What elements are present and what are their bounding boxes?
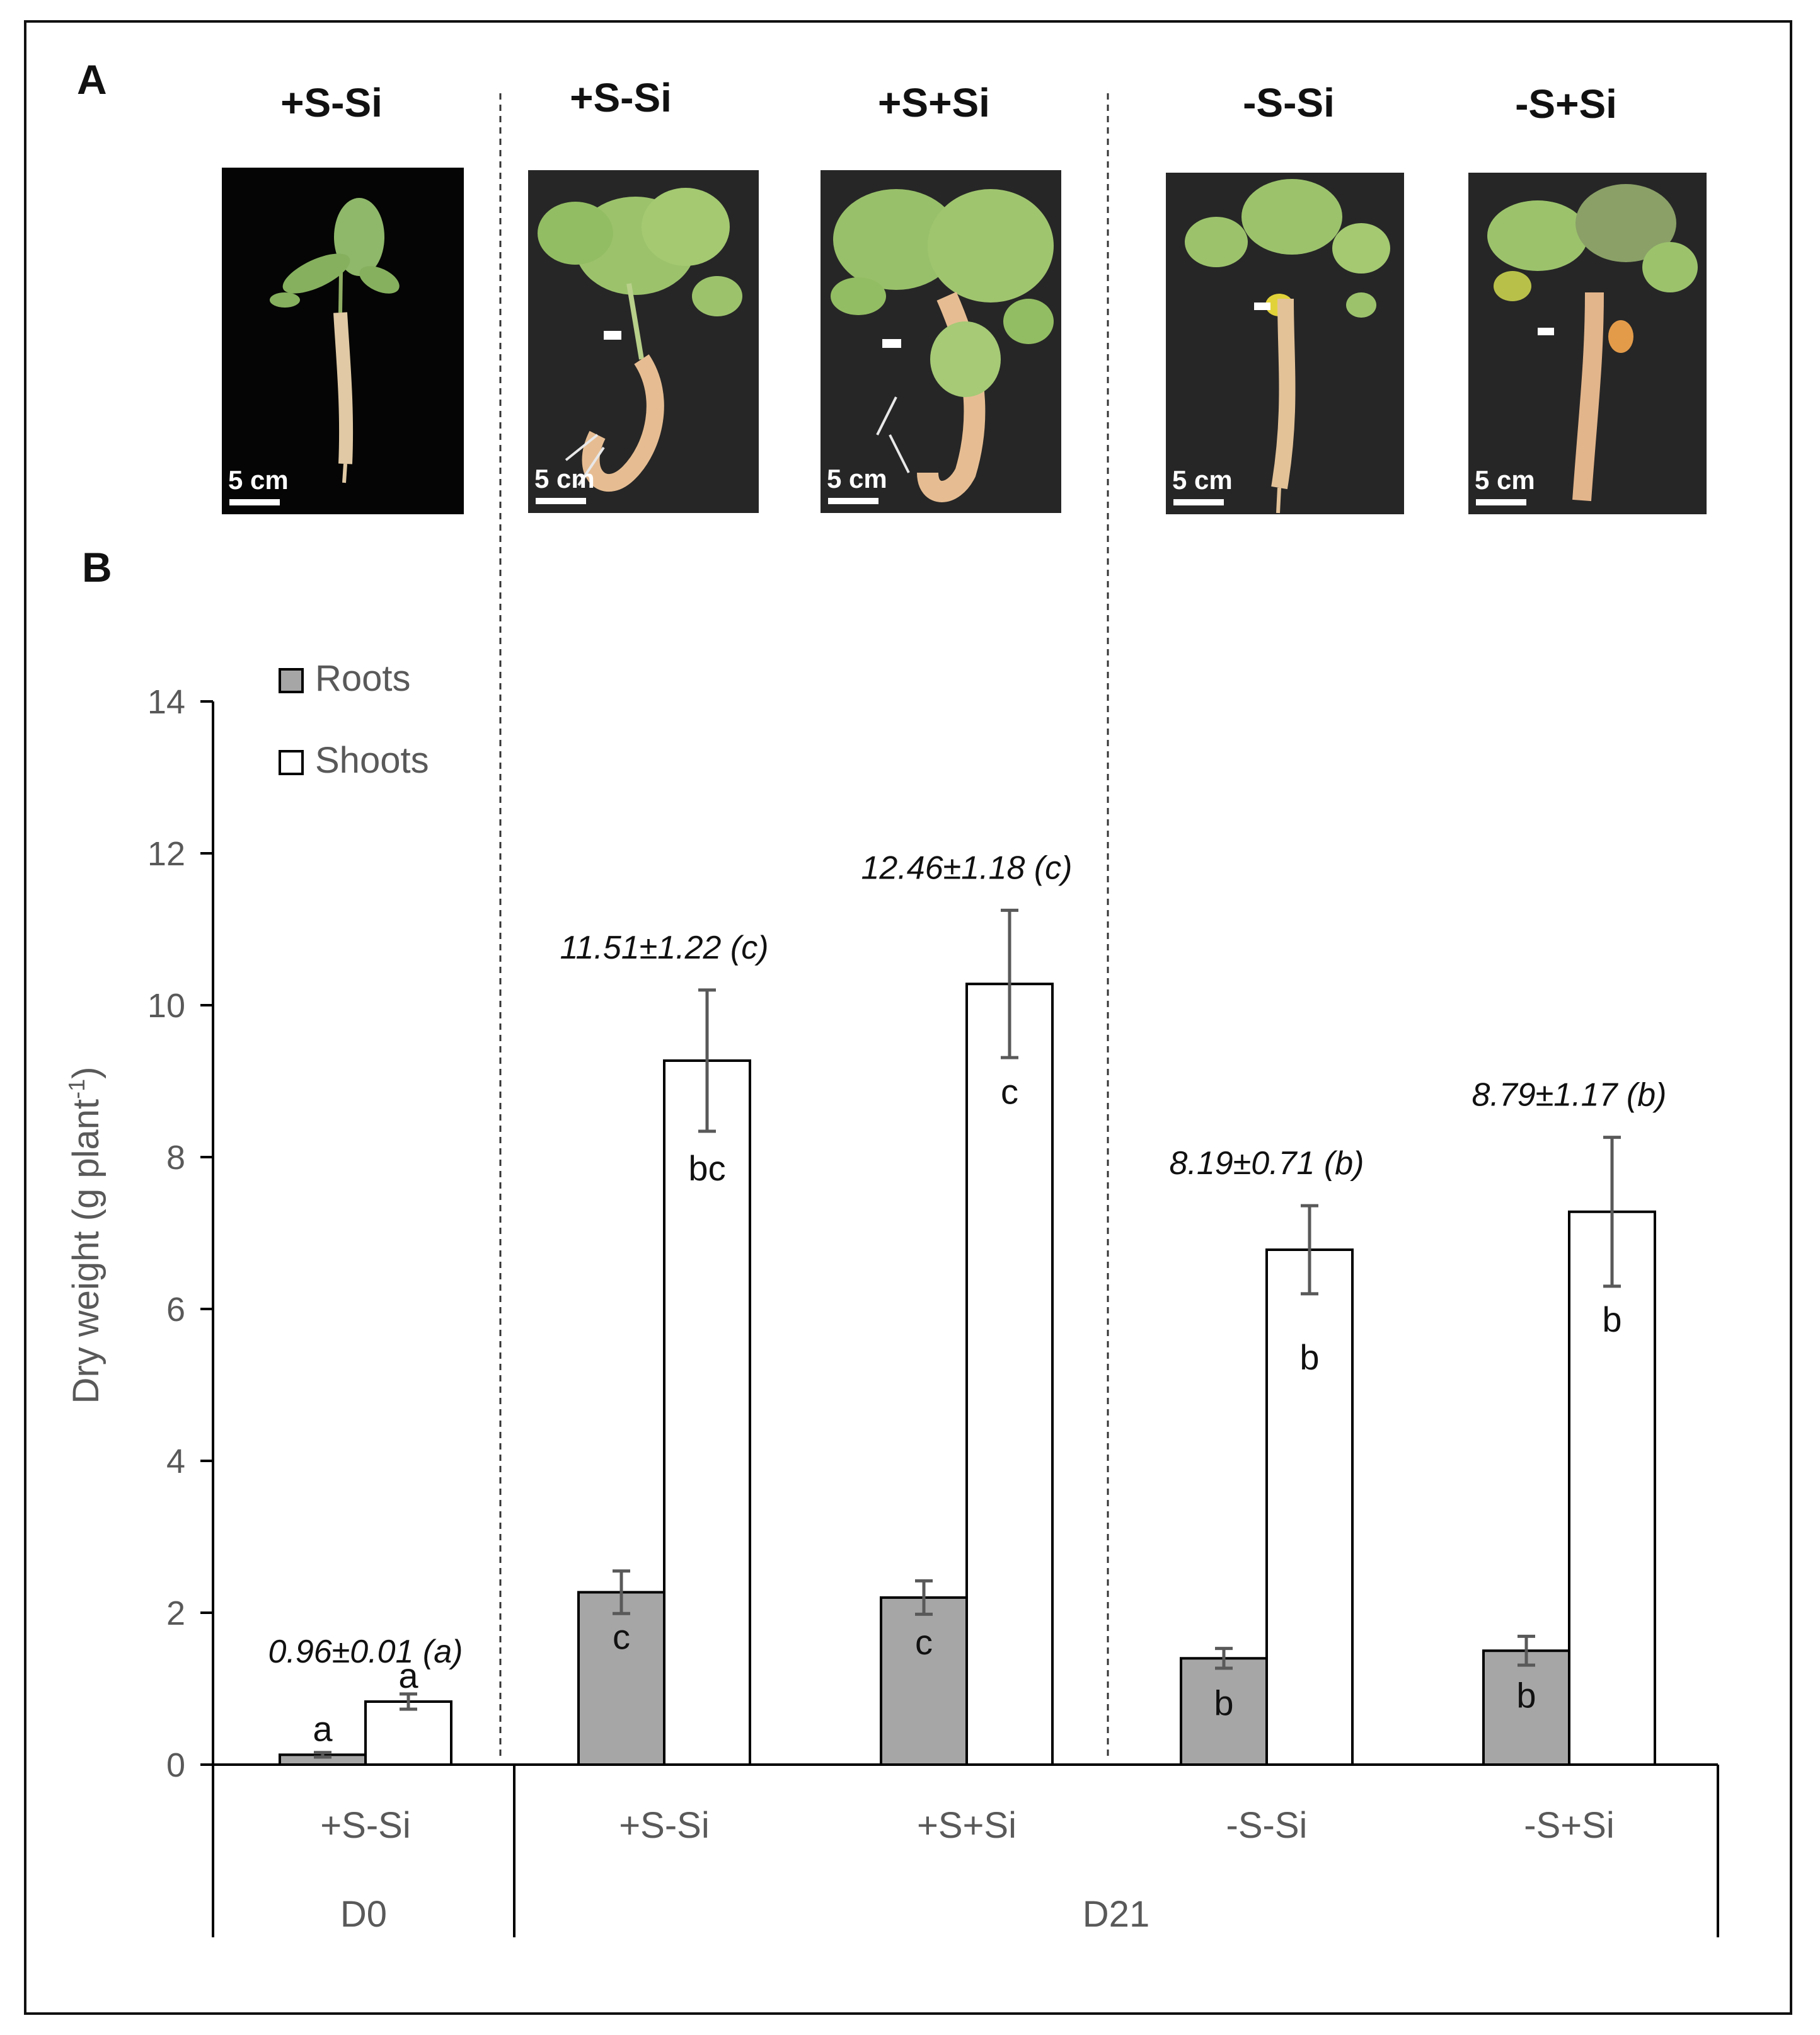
total-weight-annotation: 8.19±0.71 (b): [1170, 1145, 1364, 1182]
scale-bar: [536, 498, 586, 504]
significance-letter: b: [1214, 1683, 1233, 1722]
y-tick-label: 4: [166, 1443, 185, 1480]
roots-bar: [880, 1596, 968, 1766]
photo-label-d0: +S-Si: [280, 80, 383, 125]
y-tick-label: 0: [166, 1746, 185, 1784]
legend-swatch-shoots: [279, 750, 304, 775]
total-weight-annotation: 0.96±0.01 (a): [268, 1634, 463, 1670]
significance-letter: c: [915, 1622, 933, 1662]
shoots-bar: [364, 1700, 452, 1767]
significance-letter: a: [313, 1709, 333, 1748]
significance-letter: a: [398, 1656, 418, 1695]
photo-label-minus-s-plus-si: -S+Si: [1515, 81, 1617, 127]
scale-label: 5 cm: [1475, 465, 1535, 495]
scale-bar: [229, 499, 280, 505]
plant-photo-d0: 5 cm: [222, 168, 464, 514]
significance-letter: bc: [688, 1148, 725, 1188]
photo-label-splus-si: +S+Si: [878, 80, 990, 125]
scale-label: 5 cm: [827, 464, 887, 493]
significance-letter: c: [1001, 1071, 1018, 1111]
x-category-label: +S-Si: [320, 1805, 410, 1846]
photo-label-sminus-si: +S-Si: [570, 75, 672, 120]
figure-frame: [24, 20, 1792, 2015]
scale-label: 5 cm: [1172, 465, 1233, 495]
shoots-bar: [1568, 1210, 1656, 1766]
scale-bar: [1476, 499, 1526, 505]
x-category-label: +S-Si: [619, 1805, 709, 1846]
scale-label: 5 cm: [228, 465, 289, 495]
x-category-label: +S+Si: [917, 1805, 1017, 1846]
shoots-bar: [663, 1059, 751, 1766]
scale-label: 5 cm: [534, 464, 595, 493]
total-weight-annotation: 11.51±1.22 (c): [560, 930, 768, 966]
legend-swatch-roots: [279, 668, 304, 693]
legend-label-shoots: Shoots: [315, 740, 429, 781]
x-category-label: -S-Si: [1226, 1805, 1308, 1846]
significance-letter: b: [1602, 1300, 1621, 1339]
y-tick-label: 10: [147, 987, 185, 1025]
total-weight-annotation: 12.46±1.18 (c): [861, 850, 1073, 886]
panel-b-letter: B: [82, 544, 112, 591]
y-tick-label: 2: [166, 1594, 185, 1632]
plant-photo-sminus-siminus: 5 cm: [1166, 173, 1404, 514]
y-tick-label: 6: [166, 1291, 185, 1329]
photo-label-minus-s-minus-si: -S-Si: [1243, 80, 1335, 125]
shoots-bar: [1265, 1248, 1354, 1766]
scale-bar: [1173, 499, 1224, 505]
legend-label-roots: Roots: [315, 658, 411, 699]
scale-bar: [828, 498, 878, 504]
y-tick-label: 14: [147, 683, 185, 721]
panel-a-letter: A: [77, 56, 107, 103]
plant-photo-sminus-siplus: 5 cm: [1468, 173, 1707, 514]
x-group-label: D21: [1083, 1894, 1149, 1935]
x-group-label: D0: [340, 1894, 387, 1935]
total-weight-annotation: 8.79±1.17 (b): [1472, 1077, 1667, 1114]
significance-letter: b: [1299, 1337, 1319, 1377]
y-tick-label: 8: [166, 1139, 185, 1177]
y-tick-label: 12: [147, 835, 185, 873]
x-category-label: -S+Si: [1524, 1805, 1614, 1846]
significance-letter: b: [1516, 1675, 1536, 1715]
plant-photo-splus-siplus: 5 cm: [821, 170, 1061, 513]
significance-letter: c: [613, 1617, 630, 1656]
plant-photo-splus-siminus: 5 cm: [528, 170, 759, 513]
y-axis-title: Dry weight (g plant-1): [64, 1067, 107, 1404]
